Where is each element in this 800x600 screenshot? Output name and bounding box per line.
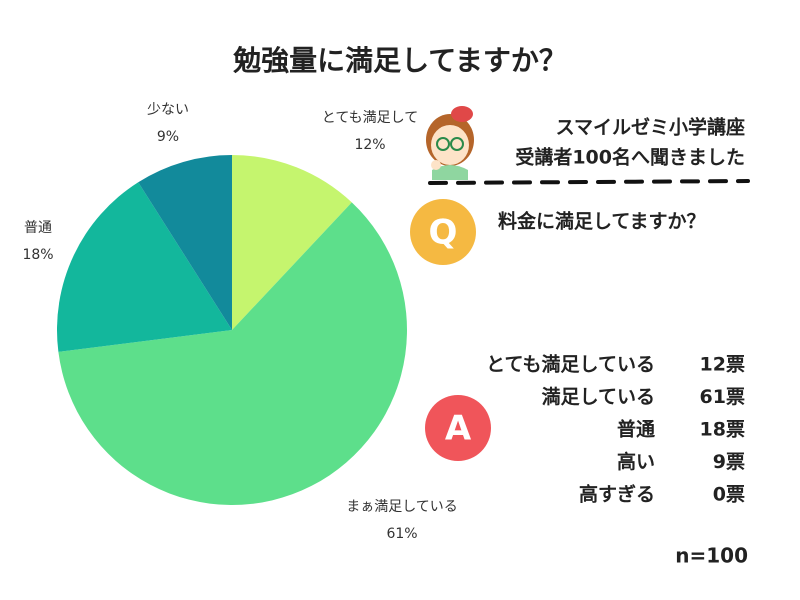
pie-labels: とても満足して 12% まぁ満足している 61% 普通 18% 少ない 9%: [22, 102, 457, 542]
answer-votes: 61票: [700, 386, 745, 408]
slice-value-label: 9%: [157, 129, 179, 145]
answer-label: 普通: [617, 418, 656, 441]
answer-label: 高い: [617, 450, 655, 473]
character-icon: [426, 106, 474, 180]
panel-heading: 受講者100名へ聞きました: [515, 146, 745, 169]
slice-value-label: 61%: [386, 526, 417, 542]
slice-label: 普通: [24, 220, 52, 236]
answer-label: 満足している: [542, 386, 655, 408]
answer-votes: 0票: [713, 484, 745, 506]
question: 料金に満足してますか？: [498, 210, 705, 233]
pie-slice: [58, 202, 407, 506]
question-badge: Q: [429, 213, 458, 253]
pie-slice: [232, 155, 352, 330]
answer-label: 高すぎる: [579, 483, 655, 506]
answer-votes: 12票: [700, 354, 745, 376]
answer-label: とても満足している: [486, 354, 655, 376]
answer-votes: 9票: [713, 451, 745, 473]
slice-value-label: 18%: [22, 247, 53, 263]
pie-slice: [138, 155, 232, 330]
sample-size: n=100: [675, 544, 748, 568]
pie: [57, 155, 407, 506]
chart-title: 勉強量に満足してますか？: [232, 44, 567, 77]
panel-heading: スマイルゼミ小学講座: [556, 116, 745, 139]
slice-value-label: 12%: [354, 137, 385, 153]
divider: [428, 179, 750, 185]
question-badge-circle: [410, 199, 476, 265]
slice-label: まぁ満足している: [346, 499, 458, 515]
answer-badge: A: [445, 409, 472, 449]
answer-badge-circle: [425, 395, 491, 461]
answer-votes: 18票: [700, 419, 745, 441]
slice-label: 少ない: [147, 102, 189, 118]
slice-label: とても満足して: [322, 110, 418, 126]
pie-slice: [57, 182, 232, 352]
